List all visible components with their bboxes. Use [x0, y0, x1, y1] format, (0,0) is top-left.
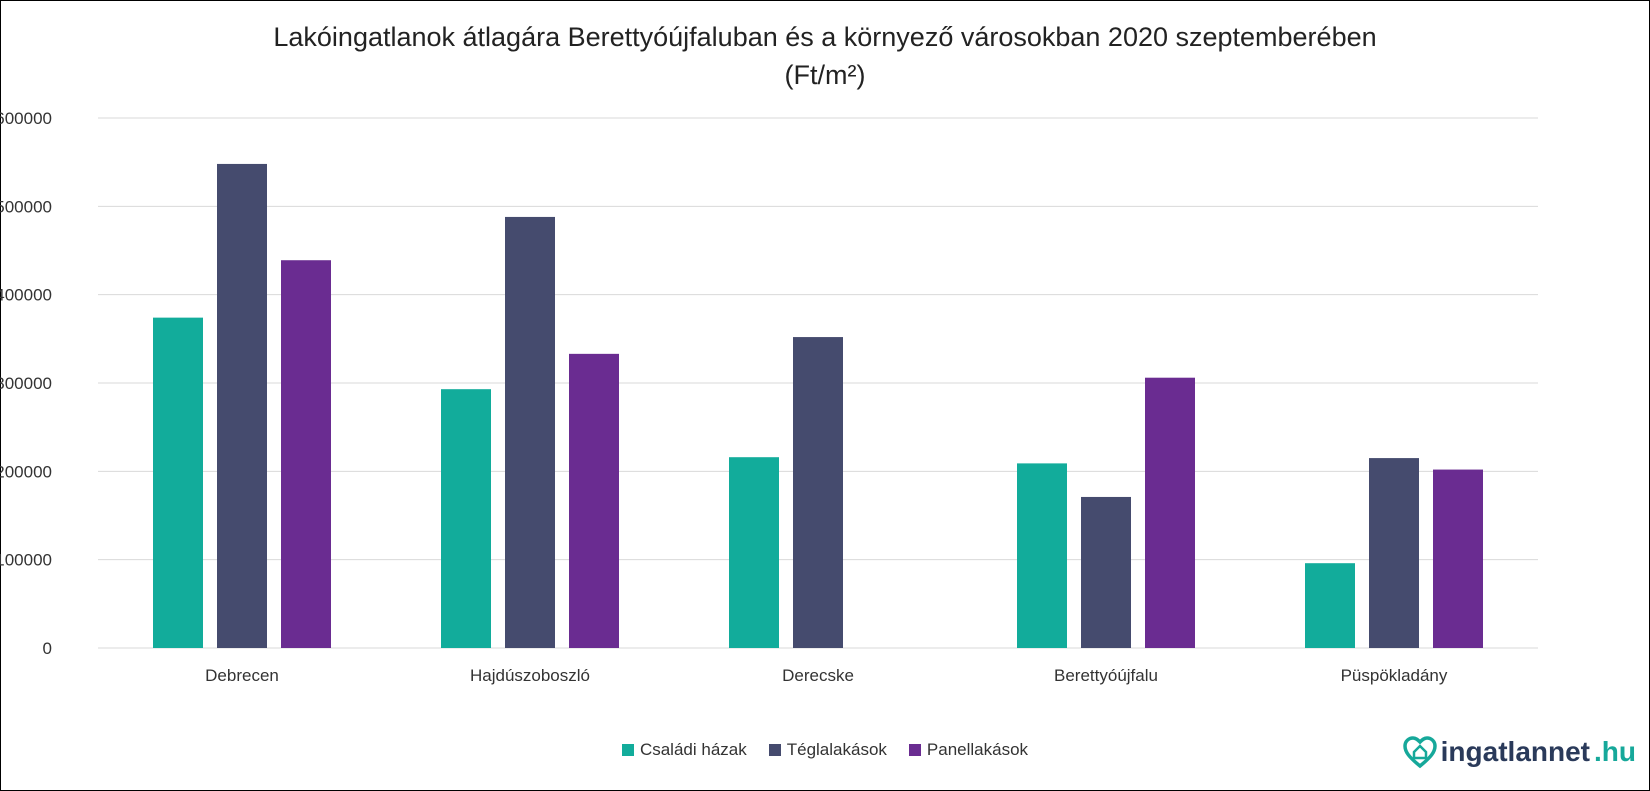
- bar-2-3: [1145, 377, 1195, 648]
- legend-item: Téglalakások: [768, 740, 887, 760]
- title-text: Lakóingatlanok átlagára Berettyóújfaluba…: [273, 22, 1377, 52]
- legend-label: Panellakások: [926, 740, 1029, 759]
- bar-0-2: [729, 457, 779, 648]
- logo-suffix: .hu: [1594, 736, 1636, 767]
- y-tick-label: 500000: [0, 197, 52, 216]
- bar-1-3: [1081, 496, 1131, 648]
- y-tick-label: 600000: [0, 109, 52, 128]
- chart-title: Lakóingatlanok átlagára Berettyóújfaluba…: [0, 18, 1650, 94]
- legend-item: Családi házak: [621, 740, 747, 760]
- bar-2-0: [281, 260, 331, 648]
- legend-label: Családi házak: [639, 740, 747, 759]
- y-tick-label: 200000: [0, 462, 52, 481]
- y-tick-label: 400000: [0, 286, 52, 305]
- bar-0-1: [441, 389, 491, 648]
- x-tick-label: Debrecen: [205, 666, 279, 685]
- legend-label: Téglalakások: [786, 740, 887, 759]
- y-tick-label: 100000: [0, 551, 52, 570]
- y-tick-label: 0: [43, 639, 52, 658]
- bar-1-1: [505, 216, 555, 648]
- bar-1-4: [1369, 458, 1419, 648]
- ingatlannet-logo: ingatlannet .hu: [1402, 735, 1636, 769]
- bar-2-4: [1433, 469, 1483, 648]
- heart-house-icon: [1402, 736, 1437, 769]
- legend: Családi házak Téglalakások Panellakások: [0, 740, 1650, 760]
- bar-0-3: [1017, 463, 1067, 648]
- bar-2-1: [569, 353, 619, 648]
- x-tick-label: Berettyóújfalu: [1054, 666, 1158, 685]
- legend-swatch: [768, 744, 781, 756]
- x-tick-label: Püspökladány: [1341, 666, 1448, 685]
- bar-0-0: [153, 317, 203, 648]
- subtitle-text: (Ft/m²): [784, 60, 866, 90]
- legend-swatch: [908, 744, 921, 756]
- legend-item: Panellakások: [908, 740, 1029, 760]
- x-tick-label: Derecske: [782, 666, 854, 685]
- y-tick-label: 300000: [0, 374, 52, 393]
- legend-swatch: [621, 744, 634, 756]
- bar-1-0: [217, 163, 267, 648]
- bar-0-4: [1305, 563, 1355, 648]
- bar-1-2: [793, 337, 843, 648]
- x-tick-label: Hajdúszoboszló: [470, 666, 590, 685]
- logo-name: ingatlannet: [1440, 736, 1590, 767]
